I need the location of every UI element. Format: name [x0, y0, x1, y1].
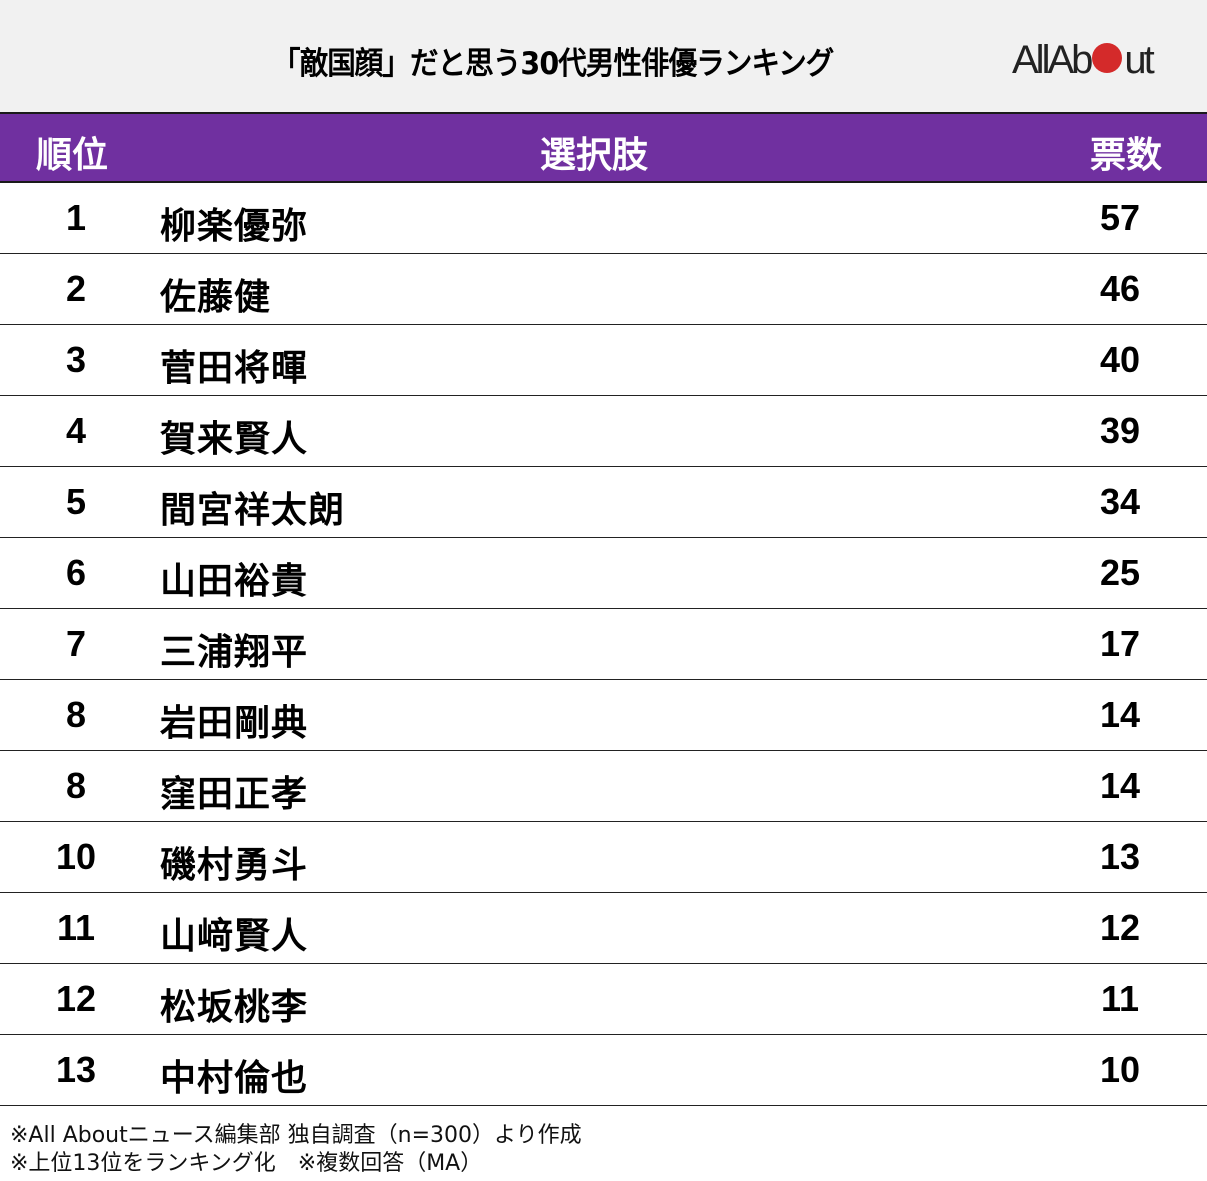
table-row: 7 三浦翔平 17	[0, 609, 1207, 680]
title-band: 「敵国顔」だと思う30代男性俳優ランキング AllAb ut	[0, 0, 1207, 112]
name-cell: 山田裕貴	[160, 561, 309, 602]
column-header-rank: 順位	[36, 135, 109, 176]
rank-cell: 4	[65, 410, 87, 451]
rank-cell: 13	[55, 1049, 97, 1090]
rank-cell: 5	[65, 481, 87, 522]
logo-red-dot-icon	[1092, 43, 1123, 73]
table-row: 6 山田裕貴 25	[0, 538, 1207, 609]
rank-cell: 7	[65, 623, 87, 664]
votes-cell: 17	[1099, 623, 1141, 664]
votes-cell: 13	[1099, 836, 1141, 877]
votes-cell: 34	[1099, 481, 1141, 522]
rank-cell: 10	[55, 836, 97, 877]
page-title: 「敵国顔」だと思う30代男性俳優ランキング	[272, 46, 834, 82]
column-header-choice: 選択肢	[540, 135, 649, 176]
footnotes: ※All Aboutニュース編集部 独自調査（n=300）より作成 ※上位13位…	[10, 1122, 582, 1178]
table-header: 順位 選択肢 票数	[0, 112, 1207, 183]
name-cell: 松坂桃李	[160, 987, 309, 1028]
table-row: 3 菅田将暉 40	[0, 325, 1207, 396]
name-cell: 菅田将暉	[160, 348, 309, 389]
allabout-logo: AllAb ut	[1012, 37, 1155, 82]
rank-cell: 1	[65, 197, 87, 238]
table-row: 5 間宮祥太朗 34	[0, 467, 1207, 538]
votes-cell: 57	[1099, 197, 1141, 238]
footnote-method: ※上位13位をランキング化 ※複数回答（MA）	[10, 1151, 483, 1176]
rank-cell: 12	[55, 978, 97, 1019]
name-cell: 岩田剛典	[160, 703, 309, 744]
name-cell: 柳楽優弥	[160, 206, 309, 247]
votes-cell: 25	[1099, 552, 1141, 593]
table-row: 8 岩田剛典 14	[0, 680, 1207, 751]
votes-cell: 14	[1099, 694, 1141, 735]
table-row: 11 山﨑賢人 12	[0, 893, 1207, 964]
name-cell: 佐藤健	[160, 277, 272, 318]
footnote-source: ※All Aboutニュース編集部 独自調査（n=300）より作成	[10, 1123, 582, 1148]
name-cell: 山﨑賢人	[160, 916, 309, 957]
rank-cell: 6	[65, 552, 87, 593]
name-cell: 窪田正孝	[160, 774, 309, 815]
logo-text-left: AllAb	[1012, 37, 1093, 82]
table-row: 13 中村倫也 10	[0, 1035, 1207, 1106]
name-cell: 三浦翔平	[160, 632, 309, 673]
logo-text-right: ut	[1124, 37, 1154, 82]
table-row: 12 松坂桃李 11	[0, 964, 1207, 1035]
rank-cell: 8	[65, 694, 87, 735]
name-cell: 磯村勇斗	[160, 845, 309, 886]
votes-cell: 11	[1100, 978, 1140, 1019]
rank-cell: 11	[56, 907, 96, 948]
votes-cell: 40	[1099, 339, 1141, 380]
table-row: 8 窪田正孝 14	[0, 751, 1207, 822]
name-cell: 中村倫也	[160, 1058, 309, 1099]
rank-cell: 2	[65, 268, 87, 309]
votes-cell: 12	[1099, 907, 1141, 948]
name-cell: 賀来賢人	[160, 419, 309, 460]
votes-cell: 14	[1099, 765, 1141, 806]
name-cell: 間宮祥太朗	[160, 490, 346, 531]
rank-cell: 3	[65, 339, 87, 380]
table-row: 10 磯村勇斗 13	[0, 822, 1207, 893]
votes-cell: 10	[1099, 1049, 1141, 1090]
rank-cell: 8	[65, 765, 87, 806]
table-row: 1 柳楽優弥 57	[0, 183, 1207, 254]
votes-cell: 46	[1099, 268, 1141, 309]
votes-cell: 39	[1099, 410, 1141, 451]
table-row: 4 賀来賢人 39	[0, 396, 1207, 467]
column-header-votes: 票数	[1090, 135, 1163, 176]
table-row: 2 佐藤健 46	[0, 254, 1207, 325]
ranking-table-body: 1 柳楽優弥 57 2 佐藤健 46 3 菅田将暉 40 4 賀来賢人 39 5 間宮祥太朗 34 …	[0, 183, 1207, 1106]
